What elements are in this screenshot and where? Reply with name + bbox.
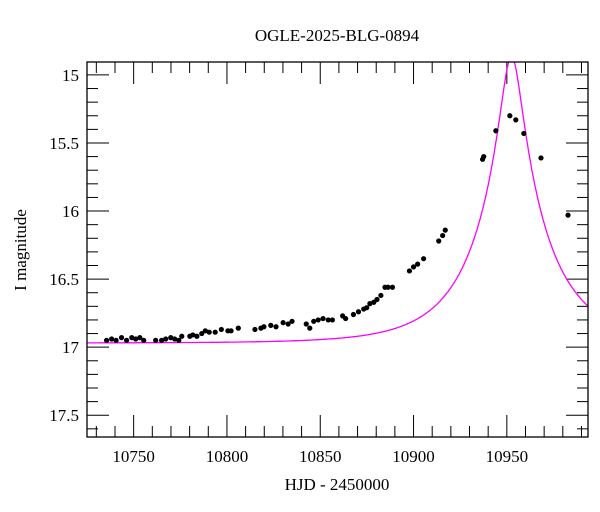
y-tick-label: 17 bbox=[62, 338, 80, 357]
data-point bbox=[289, 318, 295, 324]
data-point bbox=[153, 337, 159, 343]
data-point bbox=[406, 268, 413, 274]
data-point bbox=[507, 113, 513, 119]
data-point bbox=[194, 333, 200, 339]
data-point bbox=[442, 227, 448, 233]
data-point bbox=[273, 324, 279, 330]
data-point bbox=[190, 332, 196, 338]
data-point bbox=[179, 333, 185, 339]
data-point bbox=[199, 330, 205, 337]
data-point bbox=[172, 336, 178, 342]
x-tick-labels: 10750 10800 10850 10900 10950 bbox=[112, 447, 528, 466]
data-point bbox=[493, 128, 499, 134]
data-point bbox=[320, 315, 326, 322]
data-point bbox=[103, 337, 110, 343]
data-point bbox=[538, 155, 544, 161]
data-point bbox=[109, 336, 115, 342]
data-point bbox=[113, 337, 119, 343]
data-point bbox=[123, 337, 130, 343]
data-point bbox=[285, 321, 291, 327]
x-tick-label: 10750 bbox=[112, 447, 155, 466]
y-tick-label: 15 bbox=[62, 66, 79, 85]
data-point bbox=[303, 321, 309, 327]
y-tick-label: 17.5 bbox=[49, 406, 79, 425]
x-tick-label: 10950 bbox=[486, 447, 529, 466]
x-tick-label: 10900 bbox=[392, 447, 435, 466]
data-point bbox=[481, 154, 487, 160]
data-point bbox=[350, 311, 357, 318]
data-point bbox=[367, 301, 373, 307]
x-tick-label: 10850 bbox=[299, 447, 342, 466]
data-point bbox=[280, 320, 286, 326]
data-point bbox=[329, 317, 335, 323]
data-point bbox=[565, 212, 571, 218]
data-point bbox=[378, 292, 384, 299]
data-point bbox=[436, 238, 442, 244]
data-point bbox=[311, 318, 317, 324]
data-point bbox=[141, 337, 147, 343]
y-tick-label: 16.5 bbox=[49, 270, 79, 289]
data-point bbox=[228, 328, 234, 334]
plot-frame bbox=[86, 61, 589, 438]
data-point bbox=[343, 315, 349, 322]
data-point bbox=[410, 264, 417, 270]
data-point bbox=[133, 336, 139, 342]
data-point bbox=[252, 326, 258, 333]
data-point bbox=[176, 337, 182, 343]
data-point bbox=[421, 256, 427, 262]
data-point bbox=[521, 130, 527, 137]
x-axis-label: HJD - 2450000 bbox=[285, 475, 390, 494]
chart-title: OGLE-2025-BLG-0894 bbox=[255, 26, 420, 45]
data-point bbox=[315, 317, 321, 323]
data-point bbox=[137, 335, 143, 341]
y-tick-labels: 15 15.5 16 16.5 17 17.5 bbox=[49, 66, 79, 425]
data-point bbox=[374, 296, 380, 303]
data-point bbox=[261, 324, 267, 330]
data-point bbox=[389, 284, 396, 290]
data-point bbox=[364, 305, 370, 311]
x-tick-label: 10800 bbox=[206, 447, 249, 466]
data-point bbox=[129, 335, 135, 341]
y-tick-label: 15.5 bbox=[49, 134, 79, 153]
data-points bbox=[103, 113, 571, 343]
data-point bbox=[415, 261, 421, 267]
y-axis-label: I magnitude bbox=[11, 209, 30, 291]
data-point bbox=[159, 337, 165, 343]
data-point bbox=[163, 336, 169, 342]
data-point bbox=[206, 329, 212, 335]
model-fit-curve bbox=[87, 62, 588, 344]
axis-ticks bbox=[87, 62, 588, 437]
data-point bbox=[385, 284, 391, 290]
data-point bbox=[118, 335, 125, 341]
data-point bbox=[307, 325, 313, 331]
data-point bbox=[513, 117, 519, 123]
data-point bbox=[325, 317, 331, 323]
data-point bbox=[168, 335, 174, 341]
data-point bbox=[268, 322, 274, 328]
data-point bbox=[218, 326, 224, 333]
data-point bbox=[355, 309, 362, 315]
y-tick-label: 16 bbox=[62, 202, 79, 221]
data-point bbox=[440, 232, 446, 239]
data-point bbox=[235, 325, 241, 331]
data-point bbox=[202, 328, 208, 334]
data-point bbox=[212, 329, 218, 335]
